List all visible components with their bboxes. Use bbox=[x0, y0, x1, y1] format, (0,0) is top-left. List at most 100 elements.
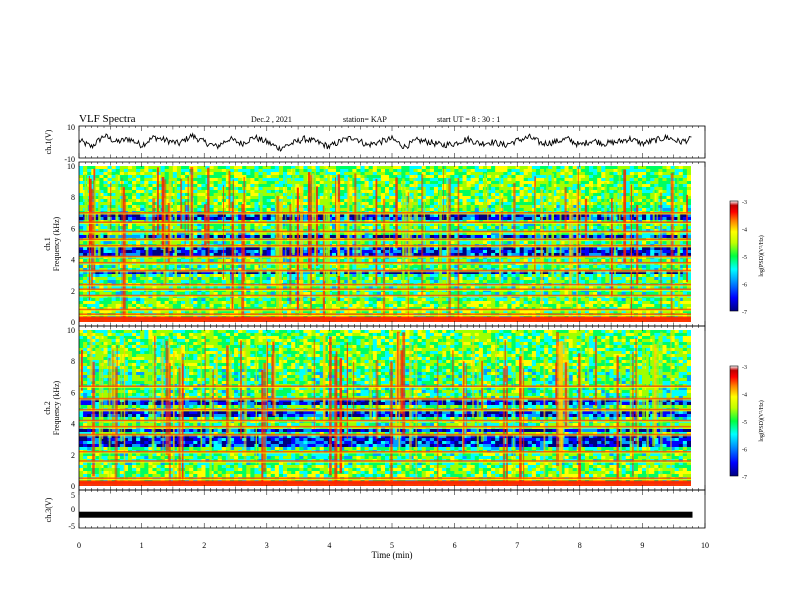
spectrogram-cell bbox=[637, 169, 643, 173]
spectrogram-cell bbox=[385, 226, 390, 230]
spectrogram-cell bbox=[164, 232, 170, 236]
spectrogram-cell bbox=[409, 190, 414, 194]
spectrogram-cell bbox=[360, 235, 365, 239]
spectrogram-cell bbox=[625, 235, 631, 239]
spectrogram-cell bbox=[470, 193, 476, 197]
spectrogram-cell bbox=[127, 250, 133, 254]
spectrogram-cell bbox=[132, 187, 137, 191]
spectrogram-cell bbox=[589, 250, 594, 254]
spectrogram-cell bbox=[213, 217, 219, 221]
spectrogram-cell bbox=[531, 193, 537, 197]
spectrogram-cell bbox=[474, 199, 480, 203]
spectrogram-cell bbox=[348, 229, 353, 233]
spectrogram-cell bbox=[197, 247, 202, 251]
spectrogram-cell bbox=[250, 181, 255, 185]
ch1-waveform-line bbox=[79, 132, 692, 152]
spectrogram-cell bbox=[458, 202, 463, 206]
spectrogram-cell bbox=[433, 166, 439, 170]
spectrogram-cell bbox=[344, 253, 349, 257]
spectrogram-cell bbox=[99, 217, 104, 221]
spectrogram-cell bbox=[319, 241, 325, 245]
spectrogram-cell bbox=[229, 190, 235, 194]
spectrogram-cell bbox=[181, 253, 186, 257]
spectrogram-cell bbox=[344, 214, 349, 218]
spectrogram-cell bbox=[417, 181, 423, 185]
spectrogram-cell bbox=[217, 184, 223, 188]
spectrogram-cell bbox=[678, 229, 684, 233]
spectrogram-cell bbox=[258, 184, 263, 188]
spectrogram-cell bbox=[580, 226, 586, 230]
spectrogram-cell bbox=[413, 235, 418, 239]
spectrogram-cell bbox=[393, 169, 398, 173]
spectrogram-cell bbox=[625, 187, 631, 191]
spectrogram-cell bbox=[576, 199, 582, 203]
spectrogram-cell bbox=[319, 175, 325, 179]
spectrogram-cell bbox=[234, 193, 239, 197]
spectrogram-cell bbox=[111, 166, 117, 170]
spectrogram-cell bbox=[584, 193, 590, 197]
spectrogram-cell bbox=[111, 250, 117, 254]
spectrogram-cell bbox=[548, 247, 553, 251]
spectrogram-cell bbox=[417, 169, 423, 173]
spectrogram-cell bbox=[250, 232, 255, 236]
spectrogram-cell bbox=[331, 232, 337, 236]
spectrogram-cell bbox=[79, 229, 84, 233]
spectrogram-cell bbox=[389, 175, 394, 179]
spectrogram-cell bbox=[368, 259, 374, 263]
spectrogram-cell bbox=[552, 187, 557, 191]
spectrogram-cell bbox=[209, 172, 214, 176]
spectrogram-cell bbox=[499, 226, 504, 230]
spectrogram-cell bbox=[176, 193, 182, 197]
spectrogram-cell bbox=[454, 202, 459, 206]
spectrogram-cell bbox=[303, 247, 308, 251]
spectrogram-cell bbox=[478, 196, 484, 200]
spectrogram-cell bbox=[262, 193, 267, 197]
spectrogram-cell bbox=[552, 250, 557, 254]
spectrogram-cell bbox=[650, 175, 655, 179]
spectrogram-cell bbox=[266, 235, 272, 239]
spectrogram-cell bbox=[482, 232, 488, 236]
spectrogram-cell bbox=[148, 253, 153, 257]
spectrogram-cell bbox=[552, 199, 557, 203]
spectrogram-cell bbox=[650, 199, 655, 203]
spectrogram-cell bbox=[433, 202, 439, 206]
spectrogram-cell bbox=[491, 229, 496, 233]
spectrogram-cell bbox=[429, 187, 435, 191]
spectrogram-cell bbox=[535, 187, 541, 191]
spectrogram-cell bbox=[491, 196, 496, 200]
spectrogram-cell bbox=[209, 250, 214, 254]
spectrogram-cell bbox=[650, 229, 655, 233]
spectrogram-cell bbox=[127, 247, 133, 251]
spectrogram-cell bbox=[95, 184, 100, 188]
spectrogram-cell bbox=[303, 214, 308, 218]
spectrogram-cell bbox=[79, 253, 84, 257]
spectrogram-cell bbox=[356, 175, 361, 179]
spectrogram-cell bbox=[495, 253, 500, 257]
spectrogram-cell bbox=[605, 205, 610, 209]
spectrogram-cell bbox=[523, 229, 529, 233]
spectrogram-cell bbox=[580, 208, 586, 212]
spectrogram-cell bbox=[548, 193, 553, 197]
spectrogram-cell bbox=[250, 175, 255, 179]
spectrogram-cell bbox=[364, 241, 369, 245]
spectrogram-cell bbox=[221, 169, 227, 173]
spectrogram-cell bbox=[462, 172, 467, 176]
spectrogram-cell bbox=[646, 202, 651, 206]
spectrogram-cell bbox=[454, 178, 459, 182]
spectrogram-cell bbox=[238, 181, 243, 185]
spectrogram-cell bbox=[519, 217, 525, 221]
spectrogram-cell bbox=[266, 202, 272, 206]
spectrogram-cell bbox=[491, 169, 496, 173]
spectrogram-cell bbox=[601, 169, 606, 173]
spectrogram-cell bbox=[164, 247, 170, 251]
spectrogram-cell bbox=[633, 181, 639, 185]
spectrogram-cell bbox=[686, 223, 691, 227]
spectrogram-cell bbox=[535, 241, 541, 245]
spectrogram-cell bbox=[246, 175, 251, 179]
spectrogram-cell bbox=[95, 250, 100, 254]
spectrogram-cell bbox=[601, 223, 606, 227]
spectrogram-cell bbox=[487, 226, 492, 230]
spectrogram-cell bbox=[360, 250, 365, 254]
spectrogram-cell bbox=[625, 214, 631, 218]
spectrogram-cell bbox=[527, 208, 533, 212]
